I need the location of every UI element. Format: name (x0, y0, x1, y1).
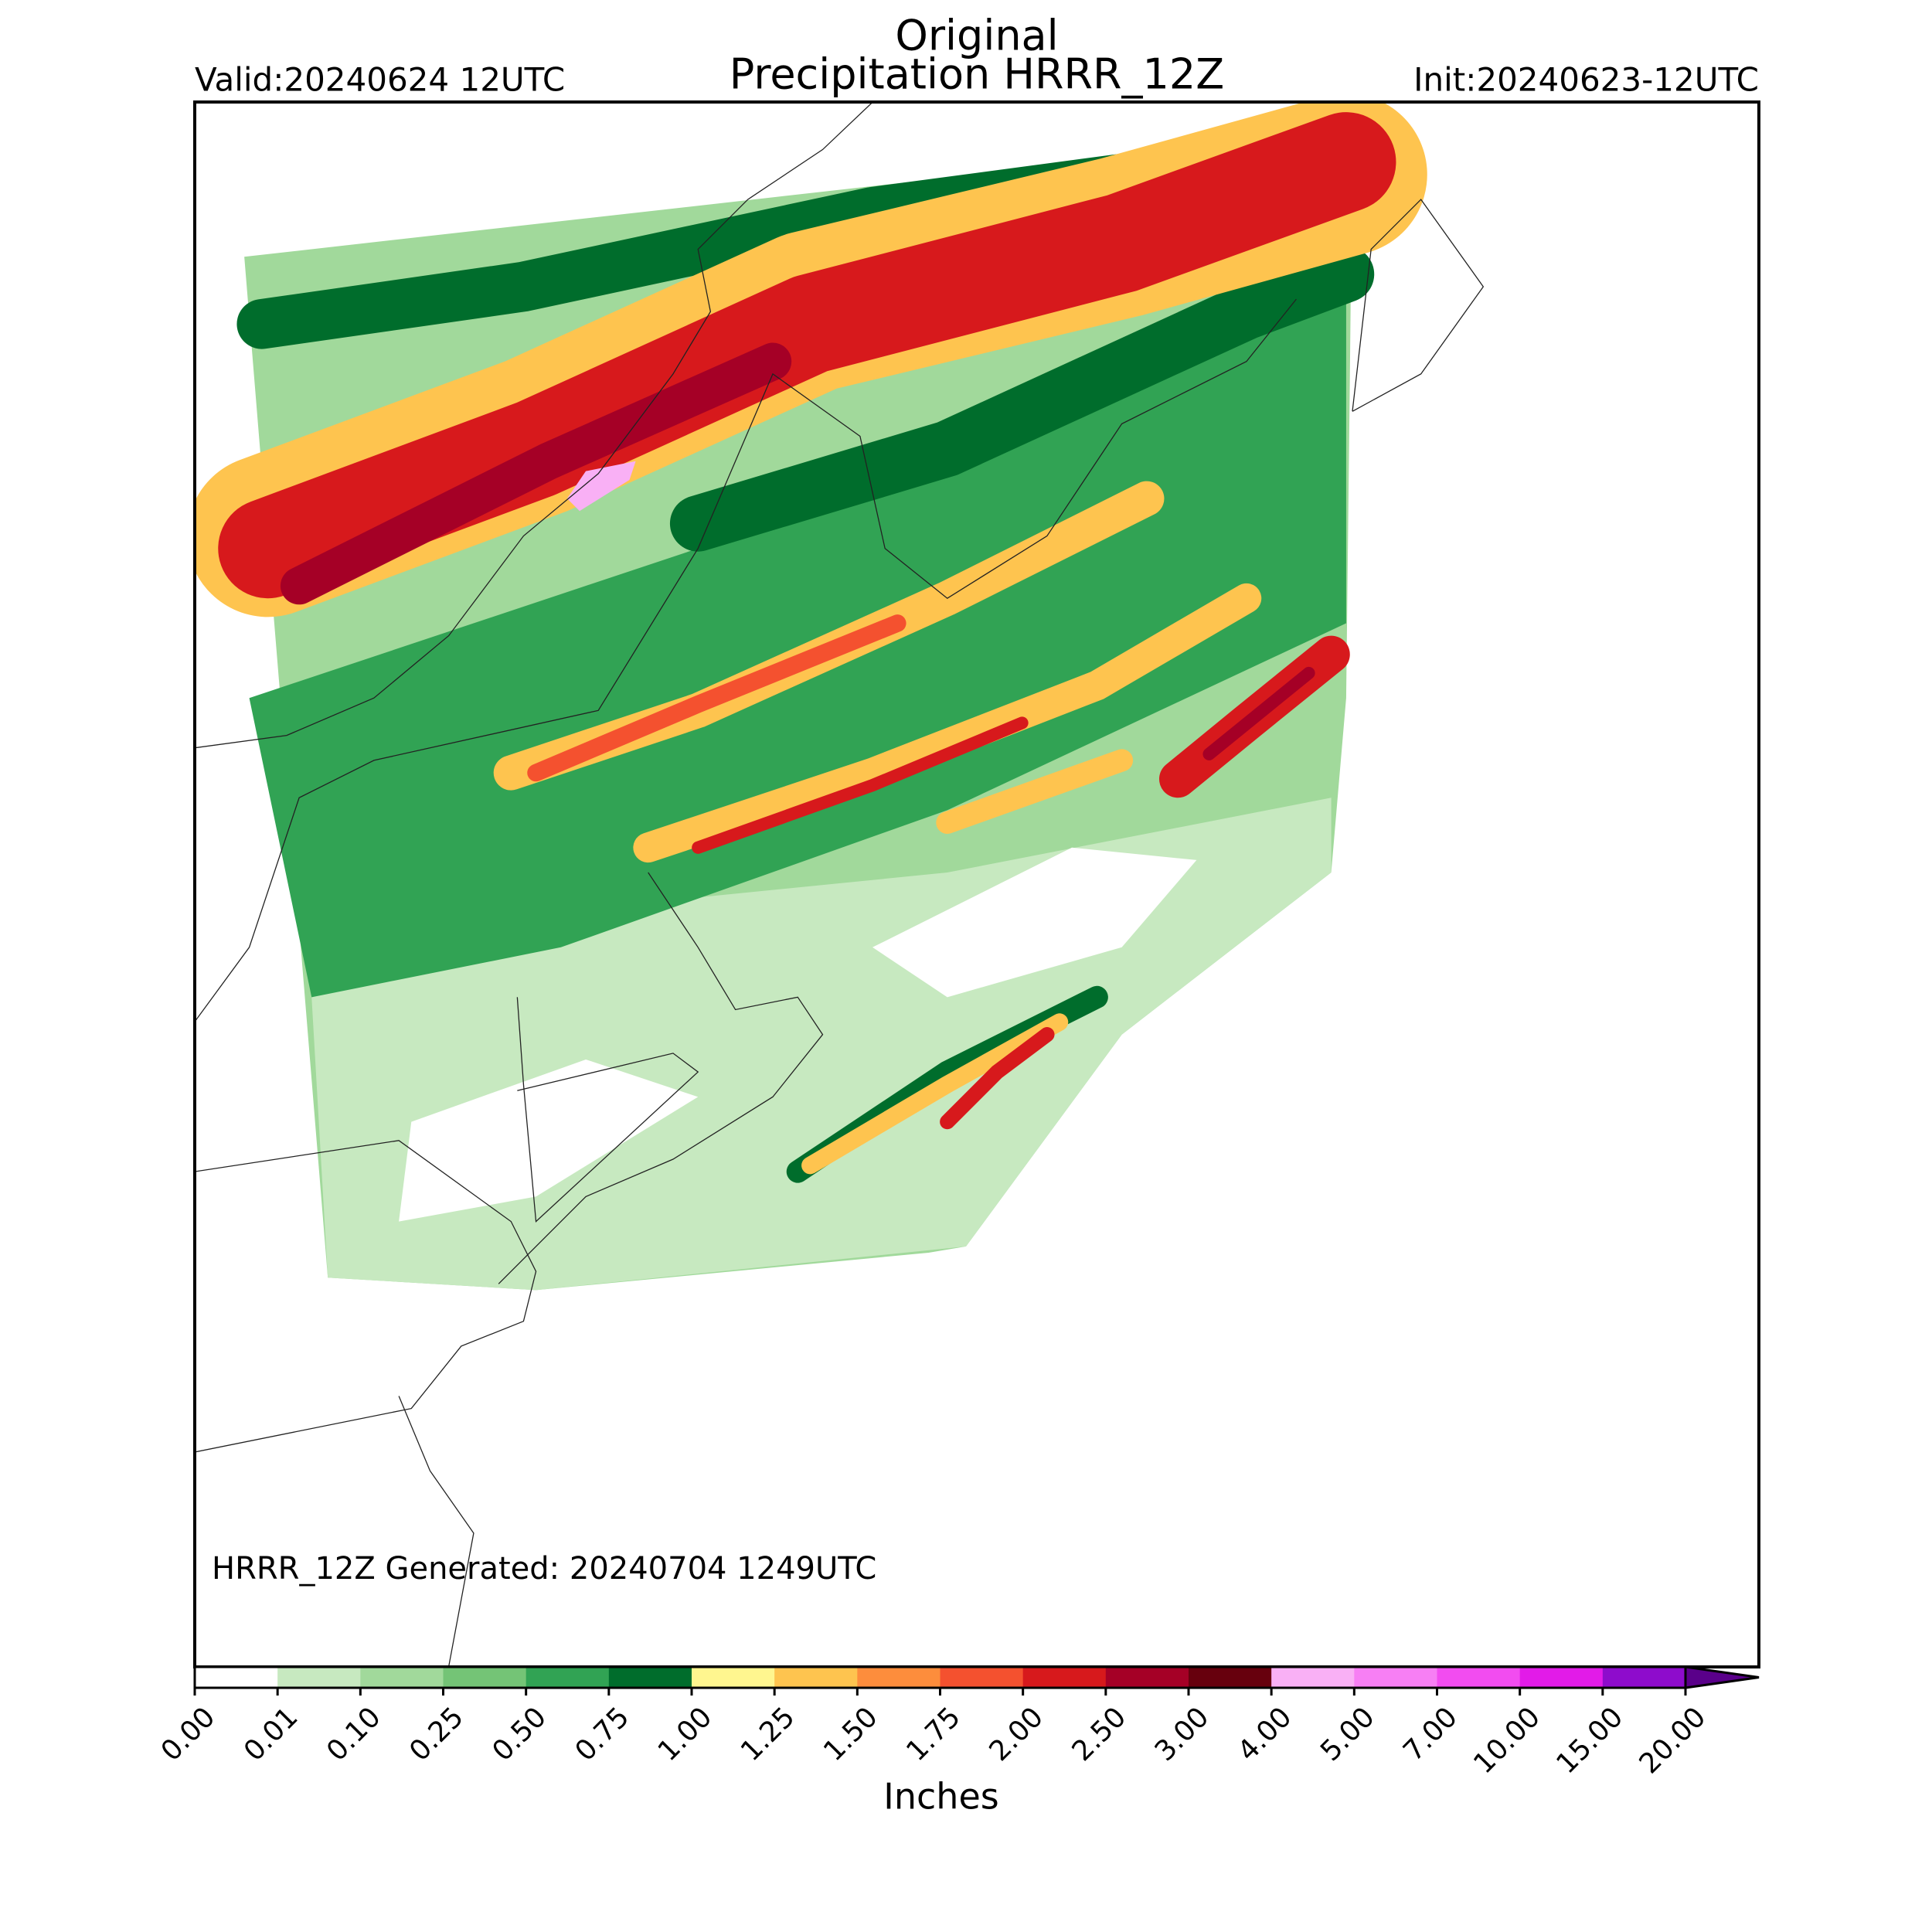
rain-band (936, 749, 1134, 835)
rain-band (669, 246, 1375, 552)
coastline (1352, 199, 1485, 412)
colorbar-segment (360, 1667, 444, 1688)
colorbar-extend (1684, 1665, 1760, 1689)
map (194, 102, 1485, 1667)
colorbar-segment (443, 1667, 527, 1688)
colorbar-tick-label: 4.00 (1232, 1701, 1298, 1767)
colorbar-tick-label: 5.00 (1315, 1701, 1381, 1767)
colorbar-segment (1189, 1667, 1272, 1688)
colorbar-segment (692, 1667, 775, 1688)
colorbar-tick-label: 2.50 (1066, 1701, 1133, 1767)
colorbar-segment (1519, 1667, 1604, 1688)
colorbar-segment (1271, 1667, 1355, 1688)
rain-band (527, 614, 906, 782)
colorbar-tick-label: 0.01 (238, 1701, 304, 1767)
rain-band (940, 1027, 1055, 1130)
rain-band (633, 583, 1262, 863)
colorbar-tick-label: 1.00 (652, 1701, 719, 1767)
coastline (498, 872, 824, 1284)
colorbar-tick-label: 15.00 (1550, 1701, 1629, 1780)
colorbar-segment (1437, 1667, 1521, 1688)
colorbar: 0.00 0.01 0.10 0.25 0.50 0.75 1.00 1.25 1.50 1.75… (155, 1665, 1760, 1780)
colorbar-tick-label: 2.00 (983, 1701, 1049, 1767)
rain-band (692, 716, 1029, 854)
colorbar-tick-label: 3.00 (1149, 1701, 1216, 1767)
extreme-rain (566, 461, 636, 512)
colorbar-segment (774, 1667, 858, 1688)
colorbar-segment (857, 1667, 940, 1688)
rain-band (218, 112, 1396, 599)
colorbar-tick-label: 7.00 (1397, 1701, 1464, 1767)
colorbar-tick-label: 1.25 (735, 1701, 801, 1767)
title: Original (895, 12, 1058, 60)
rain-band (801, 1013, 1069, 1175)
colorbar-segment (195, 1667, 278, 1688)
colorbar-tick-label: 0.00 (155, 1701, 222, 1767)
colorbar-tick-label: 0.75 (570, 1701, 636, 1767)
colorbar-tick-label: 0.50 (486, 1701, 553, 1767)
colorbar-segment (608, 1667, 692, 1688)
colorbar-tick-label: 1.50 (818, 1701, 884, 1767)
colorbar-segment (1602, 1667, 1686, 1688)
rain-band (1202, 666, 1315, 760)
colorbar-tick-label: 20.00 (1634, 1701, 1713, 1780)
colorbar-segment (277, 1667, 361, 1688)
colorbar-segment (940, 1667, 1024, 1688)
colorbar-segment (1354, 1667, 1437, 1688)
init-time: Init:20240623-12UTC (1413, 61, 1759, 99)
coastline (194, 102, 873, 749)
valid-time: Valid:20240624 12UTC (195, 61, 565, 99)
colorbar-tick-label: 1.75 (900, 1701, 967, 1767)
colorbar-label: Inches (883, 1776, 998, 1818)
colorbar-tick-label: 0.25 (403, 1701, 470, 1767)
dry-area (872, 847, 1197, 998)
rain-band (280, 342, 792, 605)
coastline (398, 1396, 474, 1667)
generated-note: HRRR_12Z Generated: 20240704 1249UTC (212, 1551, 876, 1587)
border (516, 997, 699, 1223)
colorbar-segment (526, 1667, 610, 1688)
colorbar-tick-label: 0.10 (321, 1701, 387, 1767)
colorbar-tick-label: 10.00 (1468, 1701, 1546, 1780)
border (194, 1140, 537, 1453)
colorbar-segment (1022, 1667, 1107, 1688)
subtitle: Precipitation HRRR_12Z (730, 50, 1225, 99)
colorbar-segment (1105, 1667, 1189, 1688)
dry-area (399, 1059, 699, 1222)
heavy-green (249, 274, 1346, 998)
border (194, 298, 1297, 1022)
